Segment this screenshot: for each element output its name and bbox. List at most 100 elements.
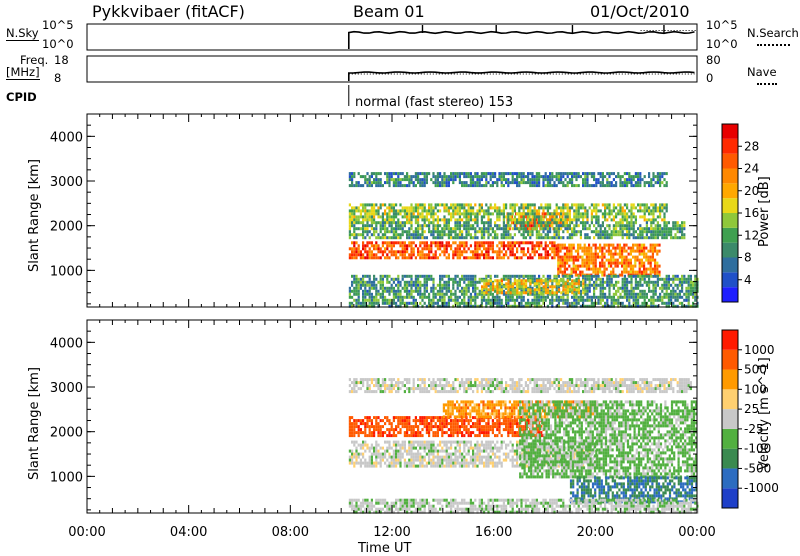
power-panel-cell (559, 259, 561, 262)
power-panel-cell (575, 206, 577, 209)
power-panel-cell (652, 259, 654, 262)
power-panel-cell (573, 227, 575, 230)
power-panel-cell (437, 209, 439, 212)
power-panel-cell (487, 212, 489, 215)
power-panel-cell (578, 285, 580, 288)
power-panel-cell (560, 296, 562, 299)
power-panel-cell (516, 178, 518, 181)
power-panel-cell (468, 299, 470, 302)
power-panel-cell (373, 203, 375, 206)
power-panel-cell (578, 172, 580, 175)
power-panel-cell (364, 209, 366, 212)
power-panel-cell (670, 278, 672, 281)
power-panel-cell (443, 175, 445, 178)
power-panel-cell (624, 218, 626, 221)
power-panel-cell (597, 221, 599, 224)
power-panel-cell (648, 287, 650, 290)
power-panel-cell (419, 233, 421, 236)
velocity-panel-cell (375, 462, 377, 465)
power-panel-cell (617, 253, 619, 256)
power-panel-cell (503, 215, 505, 218)
power-panel-cell (592, 244, 594, 247)
power-panel-cell (463, 244, 465, 247)
power-panel-cell (571, 275, 573, 278)
power-panel-cell (501, 299, 503, 302)
power-panel-cell (545, 253, 547, 256)
power-panel-cell (410, 241, 412, 244)
power-panel-cell (457, 250, 459, 253)
power-panel-cell (490, 302, 492, 305)
power-panel-cell (490, 241, 492, 244)
power-panel-cell (498, 253, 500, 256)
power-panel-cell (439, 293, 441, 296)
power-panel-cell (625, 256, 627, 259)
power-panel-cell (490, 288, 492, 291)
power-panel-cell (452, 281, 454, 284)
power-panel-cell (591, 275, 593, 278)
power-panel-cell (584, 281, 586, 284)
power-panel-cell (514, 233, 516, 236)
velocity-panel-cell (432, 441, 434, 444)
power-panel-cell (492, 247, 494, 250)
power-panel-colorbar-segment (722, 228, 738, 243)
velocity-panel-cell (353, 453, 355, 456)
power-panel-cell (577, 253, 579, 256)
power-panel-cell (644, 184, 646, 187)
power-panel-cell (388, 293, 390, 296)
power-panel-cell (589, 172, 591, 175)
power-panel-cell (531, 209, 533, 212)
power-panel-cell (435, 212, 437, 215)
power-panel-cell (377, 184, 379, 187)
velocity-panel-cell (404, 465, 406, 468)
power-panel-cell (351, 184, 353, 187)
power-panel-cell (487, 293, 489, 296)
power-panel-cell (529, 233, 531, 236)
velocity-panel-cell (432, 456, 434, 459)
velocity-panel-cell (399, 450, 401, 453)
power-panel-cell (668, 284, 670, 287)
power-panel-cell (430, 250, 432, 253)
power-panel-cell (382, 203, 384, 206)
power-panel-cell (542, 293, 544, 296)
power-panel-cell (507, 227, 509, 230)
power-panel-cell (608, 287, 610, 290)
power-panel-cell (364, 212, 366, 215)
power-panel-cell (617, 296, 619, 299)
power-panel-cell (457, 244, 459, 247)
power-panel-cell (391, 278, 393, 281)
power-panel-cell (479, 247, 481, 250)
power-panel-cell (602, 230, 604, 233)
power-panel-cell (630, 203, 632, 206)
power-panel-cell (404, 281, 406, 284)
velocity-panel-cell (450, 465, 452, 468)
power-panel-cell (465, 284, 467, 287)
velocity-panel-cell (424, 450, 426, 453)
power-panel-cell (626, 203, 628, 206)
power-panel-cell (404, 184, 406, 187)
power-panel-cell (593, 178, 595, 181)
power-panel-cell (588, 256, 590, 259)
velocity-panel-cell (380, 462, 382, 465)
power-panel-cell (391, 247, 393, 250)
power-panel-cell (628, 247, 630, 250)
power-panel-cell (404, 250, 406, 253)
power-panel-cell (360, 256, 362, 259)
power-panel-cell (459, 253, 461, 256)
power-panel-cell (558, 224, 560, 227)
power-panel-cell (569, 233, 571, 236)
power-panel-cell (556, 296, 558, 299)
power-panel-cell (614, 259, 616, 262)
power-panel-cell (463, 247, 465, 250)
power-panel-cell (622, 236, 624, 239)
power-panel-cell (476, 212, 478, 215)
velocity-panel-cell (410, 441, 412, 444)
power-panel-cell (656, 271, 658, 274)
power-panel-cell (599, 256, 601, 259)
power-panel-cell (386, 241, 388, 244)
power-panel-cell (650, 302, 652, 305)
power-panel-cell (637, 203, 639, 206)
power-panel-cell (355, 218, 357, 221)
power-panel-cell (639, 206, 641, 209)
velocity-panel-cell (432, 447, 434, 450)
velocity-panel-cell (437, 444, 439, 447)
